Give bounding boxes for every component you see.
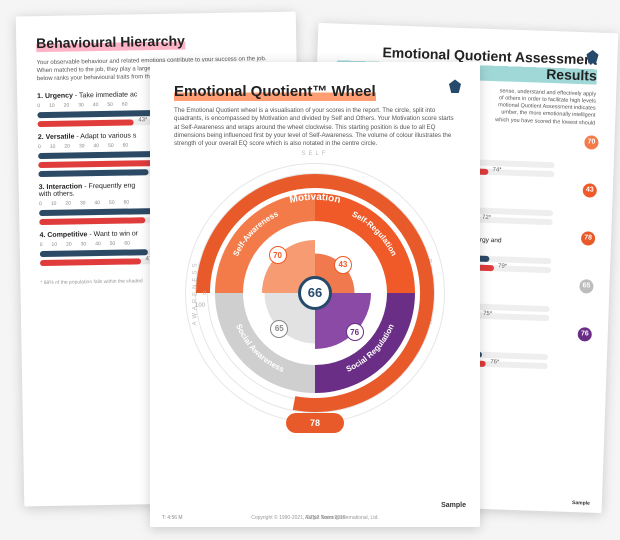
score-badge: 43 (583, 183, 597, 197)
score-badge: 65 (579, 279, 593, 293)
score-badge: 70 (584, 135, 598, 149)
axis-label-top: SELF (301, 151, 328, 157)
score-badge: 76 (578, 327, 592, 341)
score-badge: 78 (581, 231, 595, 245)
sample-label: Sample (441, 502, 466, 509)
score-social-awareness: 65 (270, 320, 288, 338)
brand-logo-icon (446, 78, 464, 96)
score-self-regulation: 43 (334, 256, 352, 274)
score-social-regulation: 76 (346, 323, 364, 341)
score-self-awareness: 70 (269, 246, 287, 264)
page-eq-wheel: Emotional Quotient™ Wheel The Emotional … (150, 62, 480, 527)
page-title: Emotional Quotient™ Wheel (174, 82, 376, 101)
overall-eq-score: 66 (298, 276, 332, 310)
brand-logo-icon (583, 48, 602, 67)
copyright: Copyright © 1990-2021, Target Training I… (150, 515, 480, 521)
eq-wheel: SELF REGULATION OTHERS AWARENESS (185, 163, 445, 423)
intro-text: The Emotional Quotient wheel is a visual… (174, 107, 456, 149)
page-title: Behavioural Hierarchy (36, 32, 185, 53)
motivation-score: 78 (286, 413, 344, 433)
